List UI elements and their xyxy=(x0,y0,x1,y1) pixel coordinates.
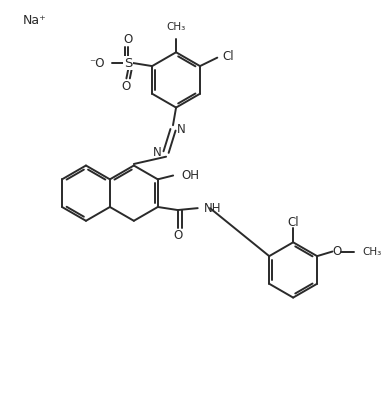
Text: O: O xyxy=(124,33,133,46)
Text: N: N xyxy=(177,123,186,136)
Text: Cl: Cl xyxy=(222,50,234,63)
Text: CH₃: CH₃ xyxy=(362,247,382,256)
Text: CH₃: CH₃ xyxy=(166,22,186,32)
Text: O: O xyxy=(333,245,342,258)
Text: OH: OH xyxy=(182,169,199,182)
Text: NH: NH xyxy=(203,202,221,215)
Text: O: O xyxy=(122,80,131,93)
Text: Na⁺: Na⁺ xyxy=(23,14,46,27)
Text: O: O xyxy=(173,229,182,242)
Text: ⁻O: ⁻O xyxy=(89,56,104,69)
Text: S: S xyxy=(124,56,133,69)
Text: N: N xyxy=(153,145,162,158)
Text: Cl: Cl xyxy=(288,216,299,229)
